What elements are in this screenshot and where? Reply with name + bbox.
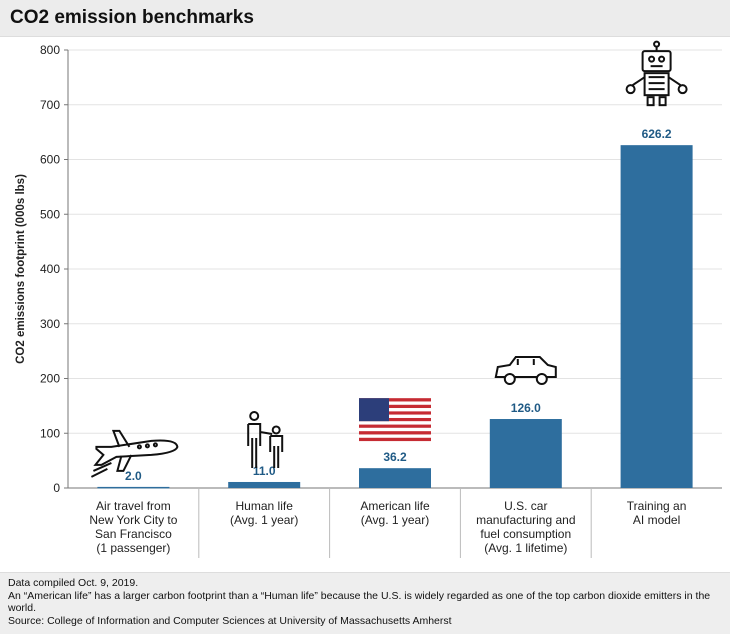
data-label: 2.0 <box>125 469 142 483</box>
category-label: U.S. car <box>504 499 547 513</box>
bar <box>97 486 170 489</box>
y-tick-label: 600 <box>40 153 60 167</box>
us-flag-icon <box>359 398 431 442</box>
bar <box>228 481 301 488</box>
bar-chart: 0 100 200 300 400 500 600 700 800 CO2 emissions f… <box>15 40 722 558</box>
footer-source: Source: College of Information and Compu… <box>8 614 452 627</box>
airplane-icon <box>90 429 179 478</box>
data-label: 11.0 <box>253 464 276 478</box>
robot-icon <box>625 40 688 107</box>
category-label: AI model <box>633 513 680 527</box>
footer-date: Data compiled Oct. 9, 2019. <box>8 577 139 589</box>
people-icon <box>247 410 284 468</box>
y-tick-label: 0 <box>53 481 60 495</box>
y-tick-label: 700 <box>40 98 60 112</box>
data-label: 36.2 <box>383 450 407 464</box>
category-label: (Avg. 1 year) <box>361 513 429 527</box>
y-tick-label: 800 <box>40 43 60 57</box>
category-label: Air travel from <box>96 499 171 513</box>
category-label: fuel consumption <box>480 527 571 541</box>
category-label: Human life <box>236 499 294 513</box>
category-label: American life <box>360 499 430 513</box>
y-tick-label: 400 <box>40 262 60 276</box>
data-label: 126.0 <box>511 401 541 415</box>
category-label: (1 passenger) <box>96 541 170 555</box>
category-label: (Avg. 1 lifetime) <box>484 541 567 555</box>
category-label: manufacturing and <box>476 513 575 527</box>
y-tick-label: 200 <box>40 372 60 386</box>
car-icon <box>494 356 557 386</box>
footer-note: An “American life” has a larger carbon f… <box>8 589 711 615</box>
chart-title: CO2 emission benchmarks <box>10 7 254 28</box>
bar <box>359 468 431 488</box>
y-tick-label: 300 <box>40 317 60 331</box>
bar <box>620 145 693 488</box>
category-label: San Francisco <box>95 527 172 541</box>
y-axis-label: CO2 emissions footprint (000s lbs) <box>15 174 27 364</box>
data-label: 626.2 <box>642 127 672 141</box>
y-tick-label: 500 <box>40 207 60 221</box>
category-label: (Avg. 1 year) <box>230 513 298 527</box>
chart-footer: Data compiled Oct. 9, 2019. An “American… <box>0 572 730 634</box>
bar <box>489 419 562 488</box>
y-tick-label: 100 <box>40 426 60 440</box>
category-label: Training an <box>627 499 687 513</box>
category-label: New York City to <box>89 513 177 527</box>
title-bar: CO2 emission benchmarks <box>0 0 730 37</box>
